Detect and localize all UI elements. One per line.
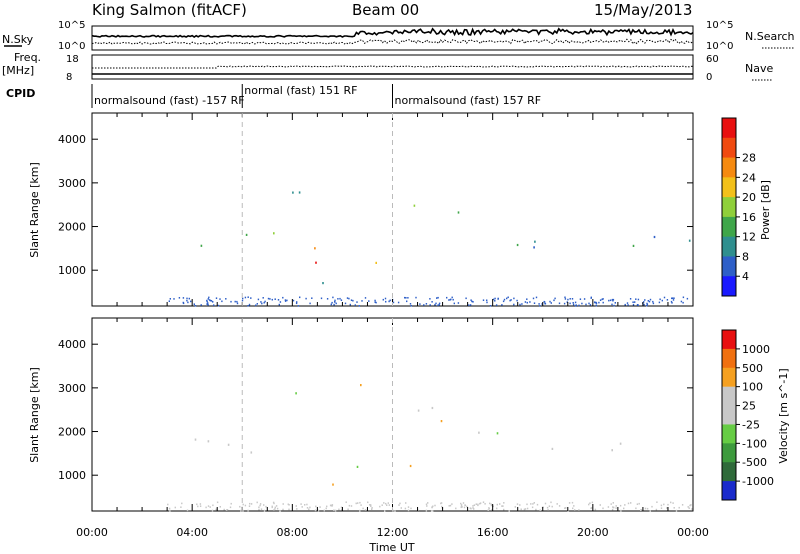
x-tick-label: 08:00 xyxy=(276,526,308,539)
power-panel: 1000 2000 3000 4000 xyxy=(58,112,694,307)
freq-tick-top: 18 xyxy=(66,54,79,65)
colorbar-tick: 25 xyxy=(742,400,756,413)
x-tick-label: 20:00 xyxy=(577,526,609,539)
colorbar-tick: 20 xyxy=(742,191,756,204)
x-tick-label: 00:00 xyxy=(677,526,709,539)
velocity-panel: 1000 2000 3000 4000 xyxy=(58,317,694,512)
colorbar-tick: 100 xyxy=(742,381,763,394)
cpid-segment-label: normal (fast) 151 RF xyxy=(244,84,357,97)
colorbar-tick: -500 xyxy=(742,456,767,469)
cpid-segment-label: normalsound (fast) -157 RF xyxy=(94,94,245,107)
beam-title: Beam 00 xyxy=(352,1,419,19)
nsearch-series xyxy=(91,38,694,45)
x-axis-label: Time UT xyxy=(368,541,414,554)
cpid-segment-label: normalsound (fast) 157 RF xyxy=(395,94,542,107)
colorbar-tick: 12 xyxy=(742,231,756,244)
power-colorbar: 4 8 12 16 20 24 28 xyxy=(721,117,756,297)
station-title: King Salmon (fitACF) xyxy=(92,1,247,19)
y-tick-label: 1000 xyxy=(58,264,86,277)
velocity-ylabel: Slant Range [km] xyxy=(28,367,41,463)
nsky-tick-bottom: 10^0 xyxy=(58,41,85,52)
nave-label: Nave xyxy=(745,62,773,75)
nsky-label: N.Sky xyxy=(2,33,34,46)
nsky-series xyxy=(91,27,694,38)
nsearch-tick-top: 10^5 xyxy=(706,20,733,31)
nave-series xyxy=(92,65,694,69)
nsearch-tick-bottom: 10^0 xyxy=(706,41,733,52)
nsearch-label: N.Search xyxy=(745,30,795,43)
colorbar-tick: 16 xyxy=(742,211,756,224)
x-axis: 00:00 04:00 08:00 12:00 16:00 20:00 00:00 xyxy=(76,526,709,539)
y-tick-label: 4000 xyxy=(58,133,86,146)
x-tick-label: 00:00 xyxy=(76,526,108,539)
y-tick-label: 1000 xyxy=(58,469,86,482)
colorbar-tick: -100 xyxy=(742,437,767,450)
velocity-backscatter xyxy=(167,384,693,512)
colorbar-tick: -25 xyxy=(742,418,760,431)
velocity-colorbar-label: Velocity [m s^-1] xyxy=(777,368,790,463)
freq-tick-bottom: 8 xyxy=(66,72,72,83)
freq-unit-label: [MHz] xyxy=(2,64,34,77)
velocity-colorbar: 1000 500 100 25 -25 -100 -500 -1000 xyxy=(721,329,774,501)
colorbar-tick: 4 xyxy=(742,270,749,283)
date-title: 15/May/2013 xyxy=(594,1,692,19)
colorbar-tick: 1000 xyxy=(742,343,770,356)
power-colorbar-label: Power [dB] xyxy=(759,180,772,240)
x-tick-label: 04:00 xyxy=(176,526,208,539)
nave-tick-bottom: 0 xyxy=(706,72,712,83)
colorbar-tick: 24 xyxy=(742,171,756,184)
nave-tick-top: 60 xyxy=(706,54,719,65)
y-tick-label: 4000 xyxy=(58,338,86,351)
x-tick-label: 16:00 xyxy=(477,526,509,539)
nsky-panel xyxy=(91,25,694,51)
colorbar-tick: 8 xyxy=(742,250,749,263)
y-tick-label: 3000 xyxy=(58,177,86,190)
nsky-tick-top: 10^5 xyxy=(58,20,85,31)
x-tick-label: 12:00 xyxy=(377,526,409,539)
y-tick-label: 2000 xyxy=(58,426,86,439)
freq-label: Freq. xyxy=(14,51,41,64)
freq-panel xyxy=(91,54,694,80)
cpid-label: CPID xyxy=(6,87,35,100)
colorbar-tick: -1000 xyxy=(742,475,774,488)
y-tick-label: 3000 xyxy=(58,382,86,395)
power-backscatter xyxy=(168,191,691,307)
y-tick-label: 2000 xyxy=(58,221,86,234)
colorbar-tick: 28 xyxy=(742,152,756,165)
power-ylabel: Slant Range [km] xyxy=(28,162,41,258)
colorbar-tick: 500 xyxy=(742,362,763,375)
